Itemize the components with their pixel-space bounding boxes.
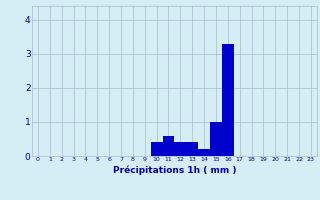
X-axis label: Précipitations 1h ( mm ): Précipitations 1h ( mm ) — [113, 165, 236, 175]
Bar — [222, 44, 234, 156]
Bar — [163, 136, 174, 156]
Bar — [186, 142, 198, 156]
Bar — [198, 149, 210, 156]
Bar — [151, 142, 163, 156]
Bar — [174, 142, 186, 156]
Bar — [210, 122, 222, 156]
